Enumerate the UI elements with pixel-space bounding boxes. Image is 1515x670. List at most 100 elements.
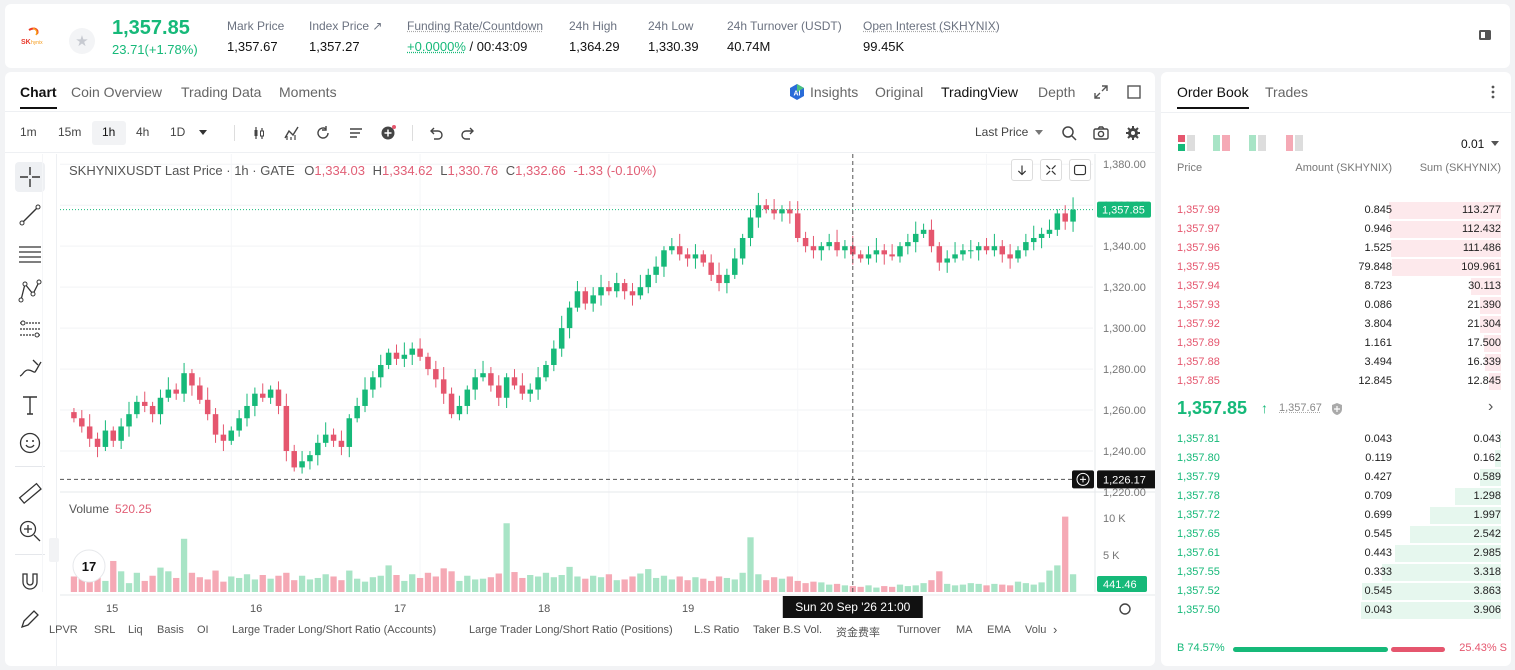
precision-select[interactable]: 0.01 [1461, 137, 1484, 151]
volume-bar [496, 574, 502, 592]
candle [724, 275, 730, 283]
more-vertical-icon[interactable] [1491, 84, 1495, 100]
volume-bar [409, 574, 415, 592]
bid-sum: 0.162 [1473, 452, 1501, 464]
volume-bar [661, 576, 667, 592]
candle [79, 418, 85, 426]
candle [811, 246, 817, 250]
volume-bar [142, 581, 148, 592]
indicator-top-trader-accounts[interactable]: Large Trader Long/Short Ratio (Accounts) [232, 624, 436, 636]
stat-index-price[interactable]: Index Price ↗ 1,357.27 [309, 19, 382, 54]
ask-amount: 12.845 [1358, 375, 1392, 387]
ask-row[interactable]: 1,357.88 3.494 16.339 [1161, 353, 1511, 372]
collapse-icon[interactable] [1040, 159, 1062, 181]
indicator-srl[interactable]: SRL [94, 624, 115, 636]
tab-order-book[interactable]: Order Book [1177, 84, 1249, 100]
buy-bar [1233, 647, 1388, 652]
stat-funding-rate[interactable]: Funding Rate/Countdown +0.0000% / 00:43:… [407, 19, 543, 54]
indicator-ema[interactable]: EMA [987, 624, 1011, 636]
ask-price: 1,357.94 [1177, 280, 1220, 292]
ask-amount: 1.525 [1364, 242, 1392, 254]
volume-bar [983, 585, 989, 592]
bid-row[interactable]: 1,357.80 0.119 0.162 [1161, 449, 1511, 468]
indicator-liq[interactable]: Liq [128, 624, 143, 636]
candle [299, 461, 305, 467]
bid-row[interactable]: 1,357.81 0.043 0.043 [1161, 430, 1511, 449]
ask-row[interactable]: 1,357.85 12.845 12.845 [1161, 372, 1511, 391]
volume-bar [527, 575, 533, 592]
volume-bar [1054, 565, 1060, 592]
indicator-ma[interactable]: MA [956, 624, 973, 636]
bid-row[interactable]: 1,357.52 0.545 3.863 [1161, 582, 1511, 601]
candle [472, 377, 478, 389]
candle [622, 283, 628, 291]
indicator-basis[interactable]: Basis [157, 624, 184, 636]
candle [457, 406, 463, 414]
indicator-taker-vol[interactable]: Taker B.S Vol. [753, 624, 822, 636]
candle [740, 238, 746, 258]
tab-trades[interactable]: Trades [1265, 84, 1308, 100]
volume-bar [913, 585, 919, 592]
indicator-turnover[interactable]: Turnover [897, 624, 941, 636]
bid-sum: 3.863 [1473, 585, 1501, 597]
indicator-ls-ratio[interactable]: L.S Ratio [694, 624, 739, 636]
volume-bar [212, 571, 218, 592]
ask-price: 1,357.97 [1177, 223, 1220, 235]
candle [614, 283, 620, 291]
indicator-funding-rate[interactable]: 资金费率 [836, 624, 880, 640]
volume-bar [700, 579, 706, 592]
bid-sum: 3.906 [1473, 604, 1501, 616]
book-icon[interactable] [1478, 28, 1492, 42]
candle [158, 398, 164, 414]
ask-amount: 0.845 [1364, 204, 1392, 216]
crosshair-price-tag: 1,226.17 [1103, 474, 1146, 486]
ask-row[interactable]: 1,357.99 0.845 113.277 [1161, 201, 1511, 220]
candle [378, 365, 384, 377]
volume-bar [1015, 582, 1021, 592]
volume-label: Volume [69, 502, 109, 516]
volume-bar [385, 565, 391, 592]
indicator-lpvr[interactable]: LPVR [49, 624, 78, 636]
bid-row[interactable]: 1,357.79 0.427 0.589 [1161, 468, 1511, 487]
layout-split-icon[interactable] [1213, 135, 1231, 151]
ask-row[interactable]: 1,357.96 1.525 111.486 [1161, 239, 1511, 258]
bid-row[interactable]: 1,357.55 0.333 3.318 [1161, 563, 1511, 582]
bid-price: 1,357.80 [1177, 452, 1220, 464]
candle [842, 246, 848, 250]
candle [527, 390, 533, 394]
favorite-star-icon[interactable]: ★ [69, 28, 95, 54]
ask-row[interactable]: 1,357.95 79.848 109.961 [1161, 258, 1511, 277]
bid-row[interactable]: 1,357.61 0.443 2.985 [1161, 544, 1511, 563]
ask-row[interactable]: 1,357.94 8.723 30.113 [1161, 277, 1511, 296]
indicator-oi[interactable]: OI [197, 624, 209, 636]
layout-both-icon[interactable] [1178, 135, 1196, 151]
chevron-right-icon[interactable]: › [1488, 398, 1493, 416]
arrow-down-icon[interactable] [1011, 159, 1033, 181]
volume-bar [197, 577, 203, 592]
candle [394, 353, 400, 359]
ask-row[interactable]: 1,357.92 3.804 21.304 [1161, 315, 1511, 334]
ask-row[interactable]: 1,357.93 0.086 21.390 [1161, 296, 1511, 315]
restore-icon[interactable] [1069, 159, 1091, 181]
candle [1015, 250, 1021, 258]
bid-row[interactable]: 1,357.65 0.545 2.542 [1161, 525, 1511, 544]
ask-row[interactable]: 1,357.97 0.946 112.432 [1161, 220, 1511, 239]
bid-row[interactable]: 1,357.78 0.709 1.298 [1161, 487, 1511, 506]
price-chart[interactable]: 1,380.001,360.001,340.001,320.001,300.00… [5, 72, 1155, 666]
indicator-volume[interactable]: Volu [1025, 624, 1046, 636]
candle [677, 246, 683, 254]
bid-row[interactable]: 1,357.50 0.043 3.906 [1161, 601, 1511, 620]
settings-icon [1120, 604, 1130, 614]
bid-sum: 3.318 [1473, 566, 1501, 578]
candle [960, 250, 966, 254]
indicator-top-trader-positions[interactable]: Large Trader Long/Short Ratio (Positions… [469, 624, 673, 636]
chevron-right-icon[interactable]: › [1053, 622, 1057, 637]
volume-bar [1038, 582, 1044, 592]
layout-asks-icon[interactable] [1286, 135, 1304, 151]
chevron-down-icon[interactable] [1491, 141, 1499, 147]
volume-bar [299, 576, 305, 592]
ask-row[interactable]: 1,357.89 1.161 17.500 [1161, 334, 1511, 353]
layout-bids-icon[interactable] [1249, 135, 1267, 151]
volume-bar [810, 582, 816, 592]
bid-row[interactable]: 1,357.72 0.699 1.997 [1161, 506, 1511, 525]
